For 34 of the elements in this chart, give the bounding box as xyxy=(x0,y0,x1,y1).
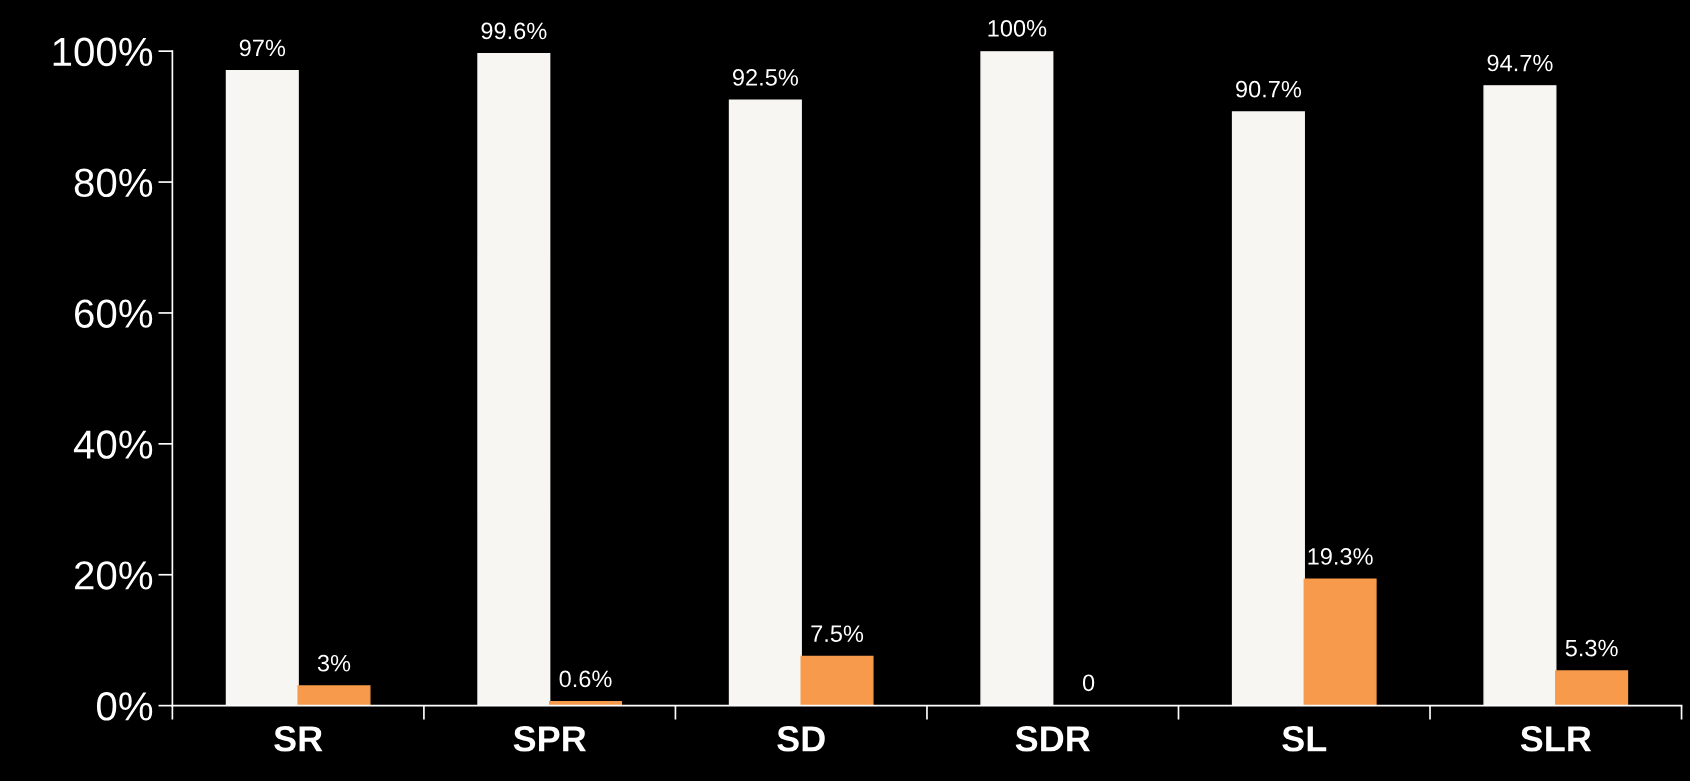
y-tick-label: 20% xyxy=(75,561,153,590)
data-label: 19.3% xyxy=(1308,548,1373,565)
bar xyxy=(800,655,874,706)
bar xyxy=(1555,670,1629,706)
y-tick-label: 40% xyxy=(73,430,153,459)
bar xyxy=(477,53,551,706)
bar xyxy=(1303,578,1377,706)
bar xyxy=(728,99,802,706)
bar xyxy=(1483,85,1557,706)
y-tick-label: 60% xyxy=(75,299,153,328)
x-tick-label: SPR xyxy=(513,726,587,752)
x-tick-label: SL xyxy=(1282,726,1327,752)
data-label: 97% xyxy=(239,39,286,57)
data-label: 0.6% xyxy=(559,670,612,688)
data-label: 99.6% xyxy=(481,22,547,40)
y-tick-label: 80% xyxy=(74,168,153,198)
y-tick-label: 0% xyxy=(96,692,153,721)
bar xyxy=(1231,111,1305,706)
bar xyxy=(225,70,299,706)
x-tick-label: SDR xyxy=(1015,726,1091,752)
data-label: 94.7% xyxy=(1487,54,1553,72)
data-label: 92.5% xyxy=(732,69,798,86)
data-label: 100% xyxy=(988,19,1047,37)
data-label: 0 xyxy=(1082,674,1095,692)
bar xyxy=(297,685,371,706)
data-label: 5.3% xyxy=(1565,639,1618,657)
x-tick-label: SD xyxy=(777,726,825,752)
y-tick-label: 100% xyxy=(53,37,153,67)
x-tick-label: SLR xyxy=(1520,726,1592,752)
data-label: 7.5% xyxy=(811,625,864,643)
x-tick-label: SR xyxy=(274,726,323,752)
data-label: 3% xyxy=(317,654,351,672)
bar xyxy=(980,51,1054,706)
data-label: 90.7% xyxy=(1236,80,1302,98)
